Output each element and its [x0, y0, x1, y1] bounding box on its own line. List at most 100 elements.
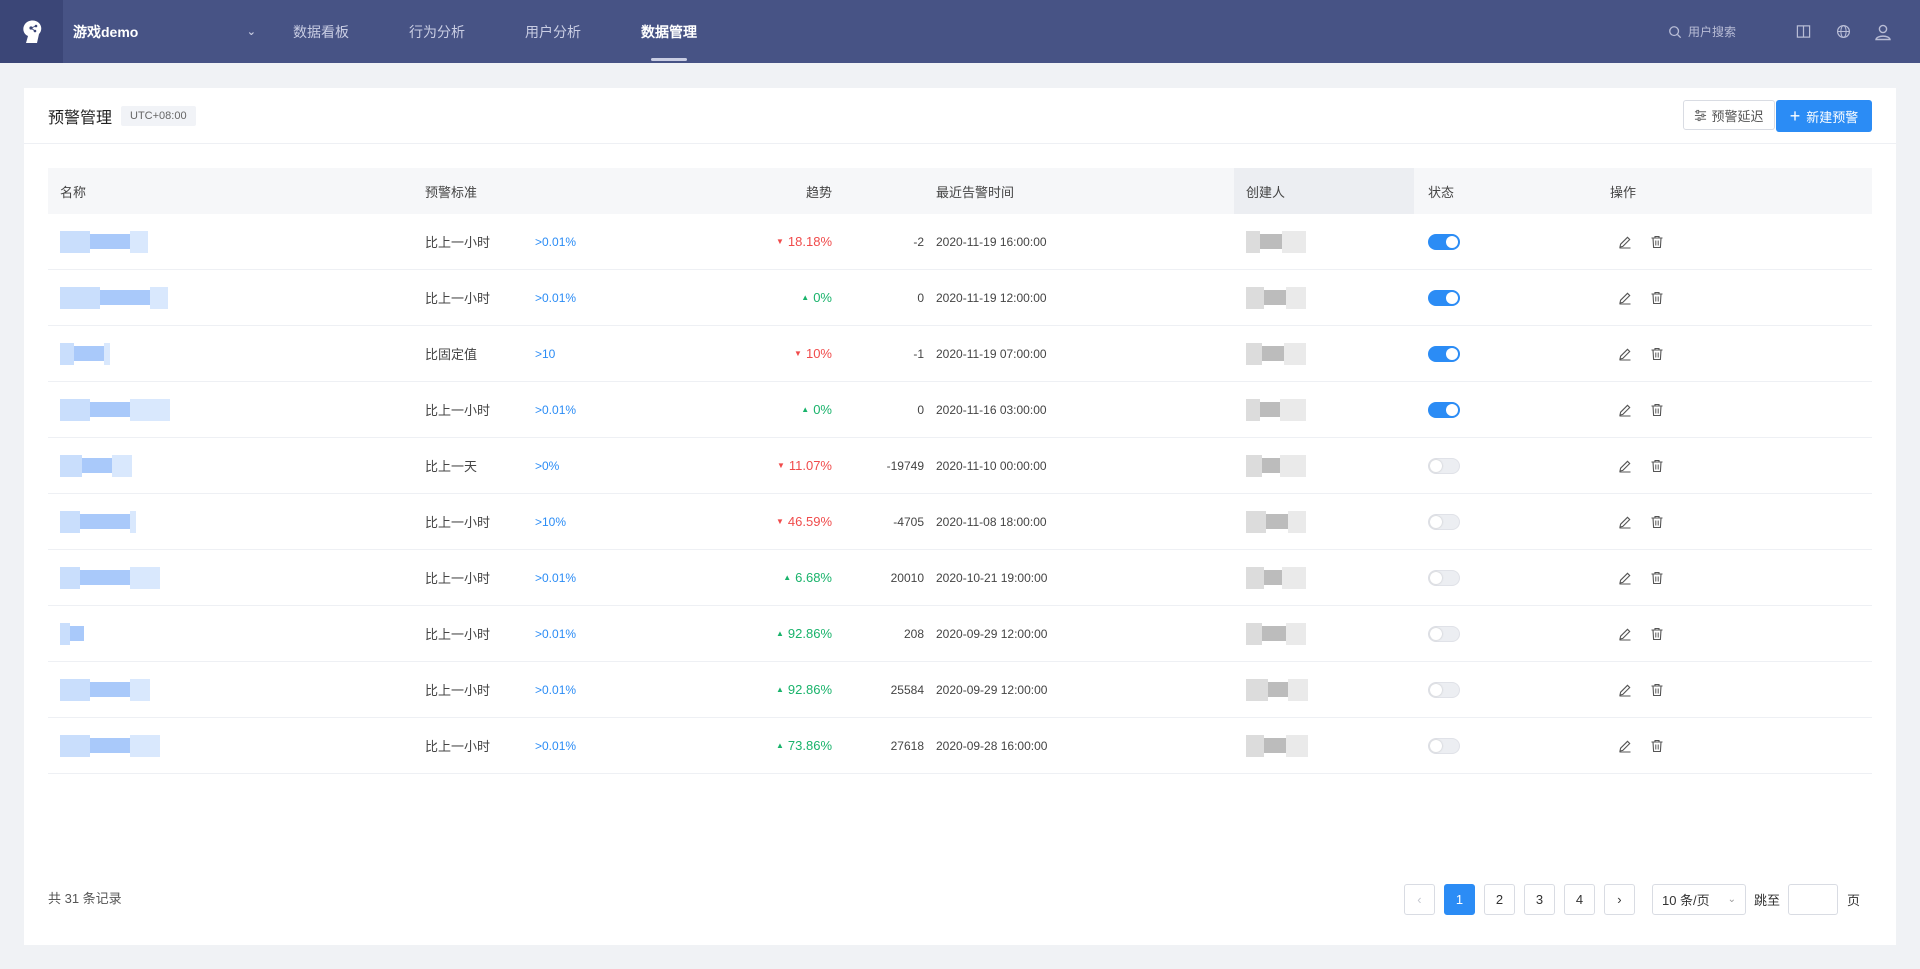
- triangle-up-icon: ▲: [801, 293, 810, 302]
- alert-name-redacted[interactable]: [60, 270, 168, 325]
- status-toggle[interactable]: [1428, 289, 1460, 306]
- sliders-icon: [1695, 109, 1707, 121]
- trash-icon: [1651, 459, 1663, 472]
- alert-name-redacted[interactable]: [60, 494, 136, 549]
- alert-name-redacted[interactable]: [60, 326, 110, 381]
- alert-trend: ▲ 73.86%: [608, 718, 832, 773]
- col-header-name[interactable]: 名称: [60, 184, 87, 200]
- alert-name-redacted[interactable]: [60, 718, 160, 773]
- alert-trend: ▲ 0%: [608, 270, 832, 325]
- nav-item-data-management[interactable]: 数据管理: [641, 0, 697, 63]
- new-alert-button[interactable]: + 新建预警: [1776, 100, 1872, 132]
- triangle-down-icon: ▼: [776, 461, 785, 470]
- status-cell: [1428, 382, 1460, 437]
- col-header-last-alert-time[interactable]: 最近告警时间: [936, 184, 1015, 200]
- delete-button[interactable]: [1647, 512, 1667, 532]
- col-header-creator[interactable]: 创建人: [1246, 184, 1286, 200]
- alert-name-redacted[interactable]: [60, 214, 148, 269]
- delete-button[interactable]: [1647, 456, 1667, 476]
- status-cell: [1428, 662, 1460, 717]
- logo[interactable]: [0, 0, 63, 63]
- alert-trend: ▼ 46.59%: [608, 494, 832, 549]
- delete-button[interactable]: [1647, 344, 1667, 364]
- alert-diff: -1: [913, 346, 924, 361]
- edit-button[interactable]: [1615, 568, 1635, 588]
- nav-item-behavior-analysis[interactable]: 行为分析: [409, 23, 465, 40]
- page-button-4[interactable]: 4: [1563, 884, 1595, 915]
- status-toggle[interactable]: [1428, 401, 1460, 418]
- status-toggle[interactable]: [1428, 457, 1460, 474]
- edit-button[interactable]: [1615, 344, 1635, 364]
- alert-standard: 比上一小时: [425, 291, 491, 306]
- redacted-creator-blur: [1246, 230, 1306, 253]
- alert-trend: ▲ 92.86%: [608, 606, 832, 661]
- redacted-creator-blur: [1246, 678, 1308, 701]
- delete-button[interactable]: [1647, 400, 1667, 420]
- col-header-trend[interactable]: 趋势: [805, 184, 832, 200]
- edit-button[interactable]: [1615, 512, 1635, 532]
- page-title: 预警管理: [48, 109, 113, 127]
- status-toggle[interactable]: [1428, 513, 1460, 530]
- edit-button[interactable]: [1615, 624, 1635, 644]
- top-navbar: 游戏demo ⌄ 数据看板 行为分析 用户分析 数据管理 用户搜索: [0, 0, 1920, 63]
- edit-icon: [1619, 236, 1631, 248]
- page-size-select[interactable]: 10 条/页 ⌄: [1651, 884, 1746, 915]
- card-header: 预警管理 UTC+08:00 预警延迟 + 新建预警: [24, 88, 1896, 144]
- edit-icon: [1619, 740, 1631, 752]
- alert-name-redacted[interactable]: [60, 662, 150, 717]
- table-body: 比上一小时 >0.01% ▼ 18.18% -2 2020-11-19 16:0…: [48, 214, 1872, 774]
- trend-value: 18.18%: [787, 234, 832, 249]
- edit-button[interactable]: [1615, 288, 1635, 308]
- alert-trend: ▲ 6.68%: [608, 550, 832, 605]
- nav-item-user-analysis[interactable]: 用户分析: [525, 23, 581, 40]
- edit-button[interactable]: [1615, 232, 1635, 252]
- edit-button[interactable]: [1615, 400, 1635, 420]
- page-button-3[interactable]: 3: [1523, 884, 1555, 915]
- page-button-1[interactable]: 1: [1443, 884, 1475, 915]
- delete-button[interactable]: [1647, 624, 1667, 644]
- status-toggle[interactable]: [1428, 681, 1460, 698]
- trend-value: 10%: [805, 346, 832, 361]
- status-toggle[interactable]: [1428, 625, 1460, 642]
- alert-threshold: >0.01%: [535, 626, 577, 641]
- status-toggle[interactable]: [1428, 737, 1460, 754]
- last-alert-time: 2020-11-10 00:00:00: [936, 458, 1047, 473]
- status-toggle[interactable]: [1428, 233, 1460, 250]
- table-header: 名称 预警标准 趋势 最近告警时间 创建人 状态 操作: [48, 168, 1872, 214]
- alert-name-redacted[interactable]: [60, 606, 84, 661]
- creator-redacted: [1246, 550, 1306, 605]
- trend-value: 0%: [813, 402, 832, 417]
- delete-button[interactable]: [1647, 736, 1667, 756]
- col-header-standard[interactable]: 预警标准: [425, 184, 478, 200]
- nav-item-dashboard[interactable]: 数据看板: [293, 23, 349, 40]
- alert-name-redacted[interactable]: [60, 382, 170, 437]
- col-header-status[interactable]: 状态: [1428, 184, 1455, 200]
- actions-cell: [1615, 326, 1679, 381]
- alert-standard: 比上一小时: [425, 515, 491, 530]
- account-button[interactable]: [1874, 23, 1892, 41]
- alert-delay-button[interactable]: 预警延迟: [1683, 100, 1775, 130]
- user-search[interactable]: 用户搜索: [1668, 23, 1736, 40]
- edit-button[interactable]: [1615, 680, 1635, 700]
- delete-button[interactable]: [1647, 680, 1667, 700]
- actions-cell: [1615, 270, 1679, 325]
- edit-button[interactable]: [1615, 456, 1635, 476]
- last-alert-time: 2020-09-28 16:00:00: [936, 738, 1048, 753]
- alert-delay-label: 预警延迟: [1711, 108, 1764, 124]
- delete-button[interactable]: [1647, 232, 1667, 252]
- alert-trend: ▼ 10%: [608, 326, 832, 381]
- delete-button[interactable]: [1647, 288, 1667, 308]
- language-button[interactable]: [1834, 23, 1852, 41]
- edit-button[interactable]: [1615, 736, 1635, 756]
- next-page-button[interactable]: ›: [1603, 884, 1635, 915]
- delete-button[interactable]: [1647, 568, 1667, 588]
- project-selector[interactable]: 游戏demo ⌄: [63, 0, 268, 63]
- alert-name-redacted[interactable]: [60, 550, 160, 605]
- status-toggle[interactable]: [1428, 345, 1460, 362]
- jump-page-input[interactable]: [1787, 884, 1838, 915]
- status-toggle[interactable]: [1428, 569, 1460, 586]
- prev-page-button[interactable]: ‹: [1403, 884, 1435, 915]
- alert-name-redacted[interactable]: [60, 438, 132, 493]
- page-button-2[interactable]: 2: [1483, 884, 1515, 915]
- docs-button[interactable]: [1794, 23, 1812, 41]
